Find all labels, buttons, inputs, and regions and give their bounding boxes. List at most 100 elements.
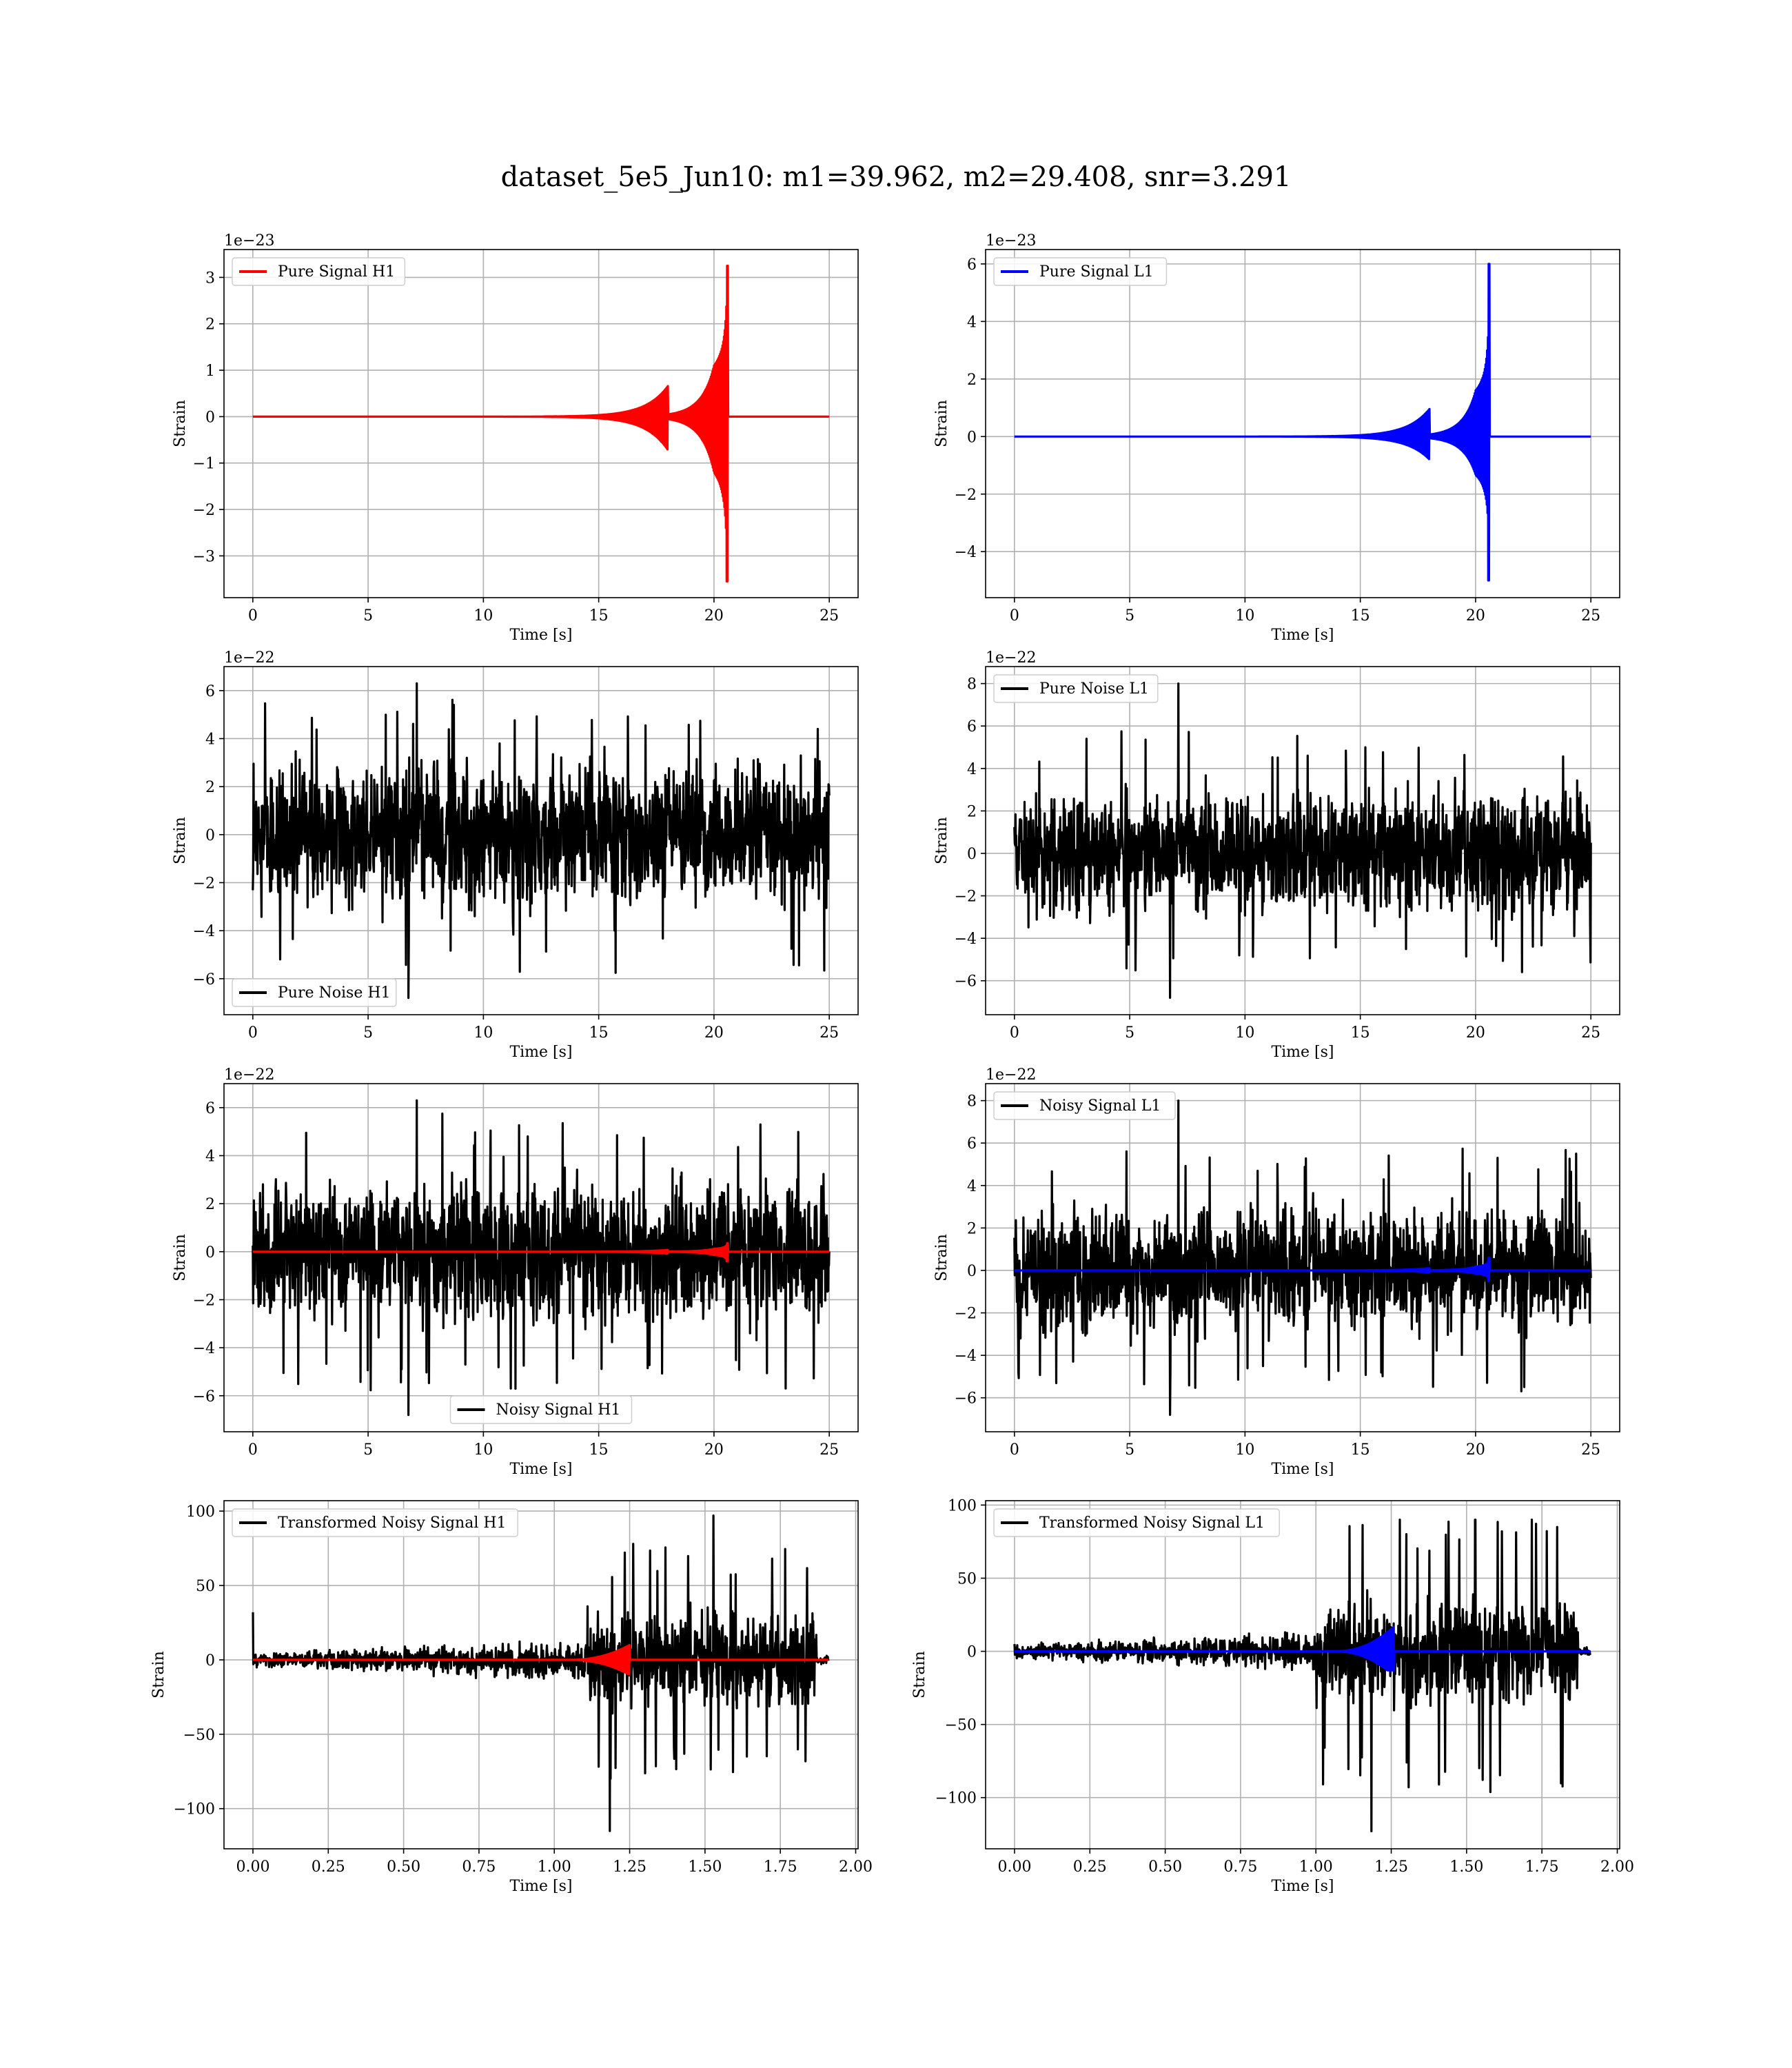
subplot-pure-signal-h1: 0 5 10 15 20 25 −3 −2 −1 0 1 2 3 Time [s] Strain 1e−23P… bbox=[172, 232, 859, 644]
y-tick-label: −2 bbox=[955, 487, 977, 504]
x-tick-label: 25 bbox=[1581, 1441, 1600, 1459]
y-tick-label: −2 bbox=[955, 889, 977, 906]
y-tick-label: 0 bbox=[205, 1652, 215, 1670]
x-tick-label: 0 bbox=[1010, 1441, 1019, 1459]
x-tick-label: 20 bbox=[704, 1024, 724, 1042]
x-tick-label: 1.75 bbox=[1525, 1858, 1559, 1876]
offset-text: 1e−22 bbox=[224, 649, 274, 667]
subplot-pure-noise-l1: 0 5 10 15 20 25 −6 −4 −2 0 2 4 6 8 Time [s] Strain 1e−22… bbox=[933, 649, 1620, 1061]
y-tick-label: 4 bbox=[967, 314, 977, 331]
x-tick-label: 10 bbox=[474, 607, 493, 625]
legend-box bbox=[232, 257, 406, 286]
legend-label: Noisy Signal L1 bbox=[1039, 1097, 1161, 1115]
x-tick-label: 0.75 bbox=[1223, 1858, 1257, 1876]
legend: Noisy Signal L1 bbox=[993, 1091, 1176, 1120]
x-tick-label: 20 bbox=[1466, 1024, 1485, 1042]
x-tick-label: 10 bbox=[1235, 1441, 1254, 1459]
subplot-noisy-signal-h1: 0 5 10 15 20 25 −6 −4 −2 0 2 4 6 Time [s] Strain 1e−22 N… bbox=[172, 1066, 859, 1478]
y-tick-label: −100 bbox=[174, 1801, 215, 1818]
x-tick-label: 20 bbox=[704, 607, 724, 625]
series-line-1 bbox=[252, 1643, 830, 1676]
y-tick-label: 0 bbox=[967, 1263, 977, 1280]
y-tick-label: 1 bbox=[205, 363, 215, 380]
ticks: 0 5 10 15 20 25 −3 −2 −1 0 1 2 3 bbox=[193, 270, 839, 625]
legend: Transformed Noisy Signal L1 bbox=[993, 1508, 1280, 1537]
legend-box bbox=[993, 1091, 1176, 1120]
y-tick-label: −6 bbox=[955, 1390, 977, 1408]
series-group bbox=[1013, 1519, 1591, 1833]
ticks: 0 5 10 15 20 25 −4 −2 0 2 4 6 bbox=[955, 256, 1601, 625]
y-axis-label: Strain bbox=[933, 817, 950, 864]
legend-label: Pure Noise L1 bbox=[1039, 680, 1149, 698]
subplot-pure-noise-h1: 0 5 10 15 20 25 −6 −4 −2 0 2 4 6 Time [s] Strain 1e−22 P… bbox=[172, 649, 859, 1061]
ticks: 0.00 0.25 0.50 0.75 1.00 1.25 1.50 1.75 2.00 −100… bbox=[174, 1503, 873, 1876]
x-tick-label: 1.00 bbox=[538, 1858, 571, 1876]
y-tick-label: −2 bbox=[193, 1292, 215, 1309]
y-tick-label: 2 bbox=[967, 1220, 977, 1237]
series-line-0 bbox=[252, 265, 831, 582]
offset-text: 1e−22 bbox=[986, 649, 1036, 667]
x-tick-label: 20 bbox=[1466, 1441, 1485, 1459]
offset-text: 1e−23 bbox=[986, 232, 1036, 250]
x-tick-label: 15 bbox=[589, 1024, 609, 1042]
series-group bbox=[252, 1514, 830, 1832]
series-group bbox=[252, 265, 831, 582]
legend-box bbox=[993, 1508, 1280, 1537]
subplot-pure-signal-l1: 0 5 10 15 20 25 −4 −2 0 2 4 6 Time [s] Strain 1e−23Pur… bbox=[933, 232, 1620, 644]
x-tick-label: 10 bbox=[1235, 607, 1254, 625]
grid bbox=[224, 250, 858, 598]
x-tick-label: 0.00 bbox=[236, 1858, 269, 1876]
legend: Pure Signal L1 bbox=[993, 257, 1168, 286]
y-tick-label: 4 bbox=[205, 731, 215, 748]
ticks: 0 5 10 15 20 25 −6 −4 −2 0 2 4 6 8 bbox=[955, 676, 1601, 1042]
ticks: 0 5 10 15 20 25 −6 −4 −2 0 2 4 6 bbox=[193, 1100, 839, 1459]
legend-box bbox=[232, 978, 397, 1007]
ticks: 0 5 10 15 20 25 −6 −4 −2 0 2 4 6 bbox=[193, 683, 839, 1042]
y-tick-label: 8 bbox=[967, 676, 977, 693]
legend: Pure Noise H1 bbox=[232, 978, 397, 1007]
x-axis-label: Time [s] bbox=[509, 627, 572, 644]
y-tick-label: −6 bbox=[955, 973, 977, 991]
x-tick-label: 10 bbox=[474, 1024, 493, 1042]
legend: Noisy Signal H1 bbox=[449, 1395, 633, 1424]
y-tick-label: 0 bbox=[205, 1244, 215, 1261]
y-tick-label: 6 bbox=[967, 256, 977, 274]
x-tick-label: 0 bbox=[1010, 1024, 1019, 1042]
series-line-0 bbox=[252, 1514, 830, 1832]
series-line-1 bbox=[252, 1242, 831, 1263]
legend-box bbox=[993, 257, 1168, 286]
legend-box bbox=[232, 1508, 518, 1537]
x-axis-label: Time [s] bbox=[509, 1461, 572, 1478]
x-tick-label: 1.50 bbox=[688, 1858, 722, 1876]
y-tick-label: 3 bbox=[205, 270, 215, 287]
series-group bbox=[252, 1099, 831, 1417]
y-tick-label: 4 bbox=[967, 1178, 977, 1195]
series-group bbox=[1013, 263, 1592, 582]
y-tick-label: 0 bbox=[967, 429, 977, 446]
y-tick-label: 8 bbox=[967, 1093, 977, 1111]
y-tick-label: 4 bbox=[967, 761, 977, 778]
axes-frame bbox=[223, 249, 859, 598]
ticks: 0.00 0.25 0.50 0.75 1.00 1.25 1.50 1.75 2.00 −100… bbox=[935, 1497, 1634, 1876]
y-tick-label: 50 bbox=[196, 1578, 215, 1595]
x-axis-label: Time [s] bbox=[1271, 1044, 1334, 1061]
x-tick-label: 5 bbox=[363, 607, 373, 625]
x-tick-label: 2.00 bbox=[1600, 1858, 1634, 1876]
y-tick-label: −50 bbox=[183, 1727, 215, 1744]
y-tick-label: 2 bbox=[205, 316, 215, 334]
y-tick-label: 50 bbox=[957, 1570, 977, 1588]
y-tick-label: −2 bbox=[193, 502, 215, 519]
y-axis-label: Strain bbox=[933, 400, 950, 447]
series-line-0 bbox=[252, 682, 831, 1000]
y-tick-label: −4 bbox=[955, 1348, 977, 1365]
x-tick-label: 1.25 bbox=[1374, 1858, 1408, 1876]
x-tick-label: 15 bbox=[589, 607, 609, 625]
x-tick-label: 25 bbox=[1581, 607, 1600, 625]
y-axis-label: Strain bbox=[172, 1234, 189, 1281]
x-tick-label: 0.50 bbox=[1148, 1858, 1182, 1876]
series-line-0 bbox=[1013, 1099, 1592, 1416]
x-tick-label: 25 bbox=[819, 1441, 839, 1459]
y-axis-label: Strain bbox=[172, 817, 189, 864]
x-tick-label: 25 bbox=[1581, 1024, 1600, 1042]
